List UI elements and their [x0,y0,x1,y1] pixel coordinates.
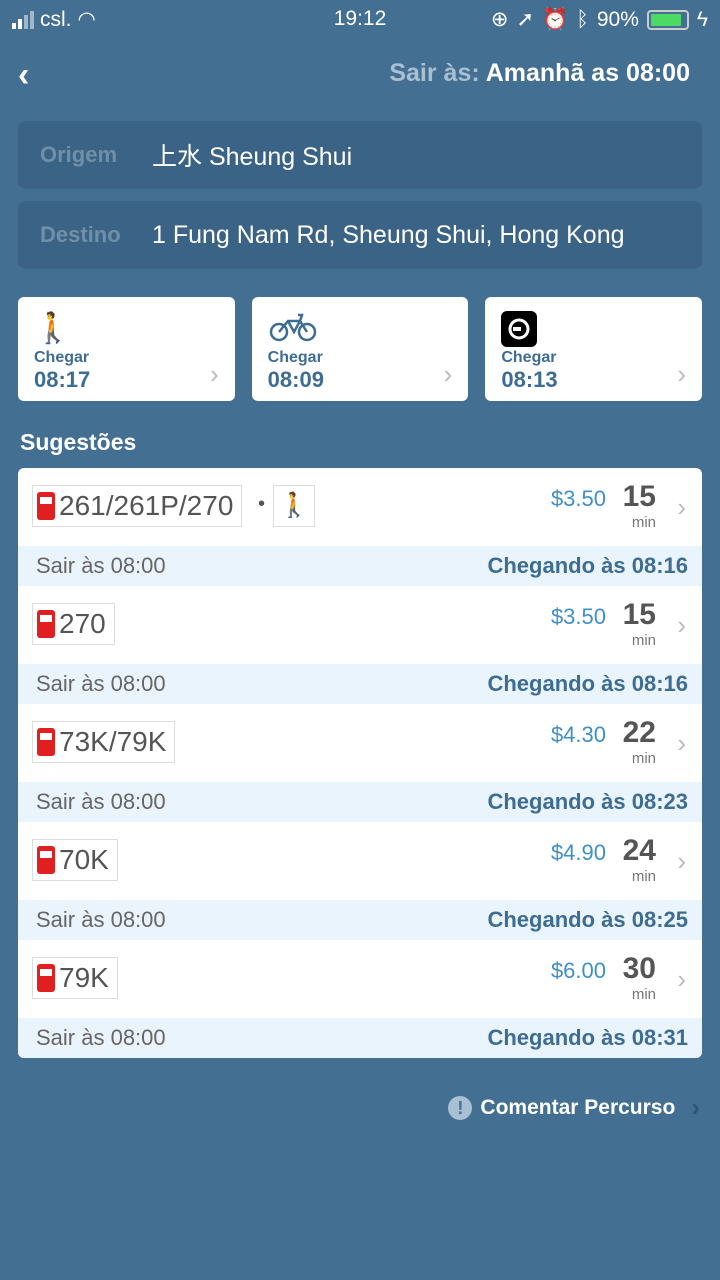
depart-time-selector[interactable]: Sair às: Amanhã as 08:00 [389,59,690,87]
back-button[interactable]: ‹ [18,56,30,94]
bluetooth-icon: ᛒ [576,7,589,31]
separator-dot: • [258,493,266,515]
route-list: 261/261P/270 • 🚶 $3.50 15 min › Sair às 08:00 Ch… [18,468,702,1058]
route-row[interactable]: 270 $3.50 15 min › Sair às 08:00 Chegando às 0… [18,586,702,704]
depart-time: Sair às 08:00 [36,907,166,932]
depart-time: Sair às 08:00 [36,671,166,696]
charging-icon: ϟ [696,7,708,31]
location-icon: ➚ [516,8,535,31]
origin-field[interactable]: Origem 上水 Sheung Shui [18,121,702,189]
route-badge: 270 [32,603,115,645]
route-badge: 261/261P/270 [32,485,243,527]
route-badge: 79K [32,957,118,999]
route-duration: 24 [622,834,656,867]
route-row[interactable]: 73K/79K $4.30 22 min › Sair às 08:00 Chegando … [18,704,702,822]
rotation-lock-icon: ⊕ [490,8,509,31]
route-price: $3.50 [550,486,606,511]
clock: 19:12 [333,7,387,30]
walk-icon: 🚶 [34,312,72,345]
duration-unit: min [631,868,656,885]
arrive-time: Chegando às 08:31 [487,1025,688,1050]
uber-icon [501,311,686,347]
chevron-right-icon: › [210,359,219,389]
duration-unit: min [631,750,656,767]
walk-icon: 🚶 [273,485,315,527]
chevron-right-icon: › [677,728,686,758]
chevron-right-icon: › [677,964,686,994]
route-duration: 15 [622,480,656,513]
mode-bicycle[interactable]: Chegar 08:09 › [251,297,469,401]
arrive-time: Chegando às 08:16 [487,553,688,578]
route-price: $4.30 [550,722,606,747]
chevron-right-icon: › [443,359,453,389]
duration-unit: min [631,632,656,649]
route-price: $3.50 [550,604,606,629]
bus-icon [37,728,55,756]
depart-time: Sair às 08:00 [36,553,166,578]
arrive-time: Chegando às 08:23 [487,789,688,814]
chevron-right-icon: › [677,492,686,522]
chevron-right-icon: › [677,610,686,640]
arrive-time: Chegando às 08:16 [487,671,688,696]
bus-icon [37,964,55,992]
status-bar: csl. ◠ 19:12 ⊕ ➚ ⏰ ᛒ 90% ϟ [0,0,720,36]
battery-icon [646,9,689,30]
section-title: Sugestões [20,429,137,455]
alert-icon: ! [448,1095,473,1120]
signal-icon [12,10,34,29]
route-badge: 73K/79K [32,721,176,763]
bus-icon [37,492,55,520]
route-row[interactable]: 79K $6.00 30 min › Sair às 08:00 Chegando às 0… [18,940,702,1058]
route-row[interactable]: 261/261P/270 • 🚶 $3.50 15 min › Sair às 08:00 Ch… [18,468,702,586]
chevron-right-icon: › [677,846,686,876]
route-duration: 22 [622,716,656,749]
duration-unit: min [631,986,656,1003]
arrive-time: Chegando às 08:25 [487,907,688,932]
chevron-right-icon: › [677,359,687,389]
carrier: csl. [40,7,72,31]
mode-walk[interactable]: 🚶 Chegar 08:17 › [18,297,235,401]
route-badge: 70K [32,839,118,881]
depart-time: Sair às 08:00 [36,789,166,814]
mode-uber[interactable]: Chegar 08:13 › [485,297,703,401]
chevron-right-icon: › [691,1092,700,1122]
route-price: $6.00 [550,958,606,983]
duration-unit: min [631,514,656,531]
bus-icon [37,610,55,638]
wifi-icon: ◠ [77,8,96,31]
depart-time: Sair às 08:00 [36,1025,166,1050]
route-price: $4.90 [550,840,606,865]
battery-percent: 90% [596,7,639,31]
bicycle-icon [268,311,453,347]
destination-field[interactable]: Destino 1 Fung Nam Rd, Sheung Shui, Hong … [18,201,702,269]
route-duration: 30 [622,952,656,985]
feedback-button[interactable]: ! Comentar Percurso › [448,1092,700,1123]
route-duration: 15 [622,598,656,631]
bus-icon [37,846,55,874]
alarm-icon: ⏰ [542,7,569,31]
route-row[interactable]: 70K $4.90 24 min › Sair às 08:00 Chegando às 0… [18,822,702,940]
